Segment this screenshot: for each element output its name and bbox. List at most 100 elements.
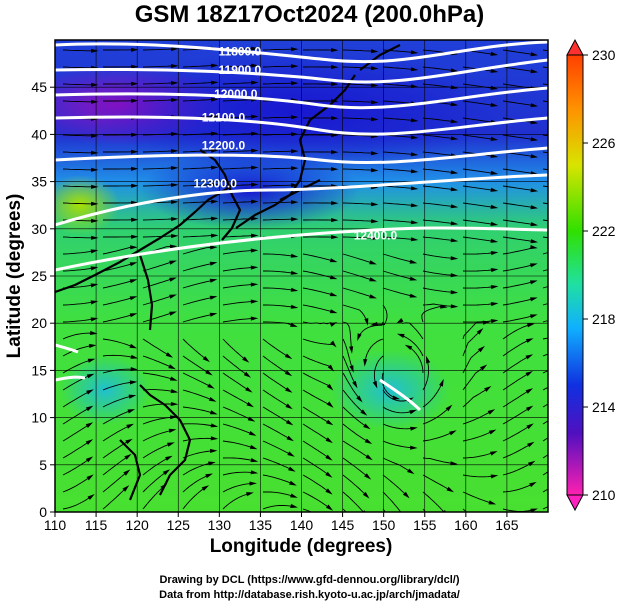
- streamline-arrow: [450, 136, 459, 141]
- streamline-arrow: [91, 150, 99, 155]
- streamline-arrow: [210, 182, 219, 187]
- streamline: [502, 202, 535, 209]
- streamline-arrow: [527, 441, 535, 448]
- streamline-arrow: [170, 401, 179, 406]
- streamline: [462, 286, 495, 289]
- streamline-arrow: [349, 365, 354, 373]
- streamline-arrow: [396, 318, 404, 324]
- streamline: [382, 270, 414, 280]
- streamline-arrow: [490, 187, 499, 192]
- streamline-arrow: [285, 387, 293, 393]
- streamline-arrow: [210, 80, 219, 85]
- streamline-arrow: [370, 151, 379, 156]
- streamline: [182, 450, 214, 459]
- streamline: [342, 100, 375, 103]
- streamline-arrow: [202, 356, 210, 363]
- streamline: [182, 296, 214, 306]
- streamline: [502, 134, 535, 141]
- streamline-arrow: [331, 201, 339, 206]
- x-tick-label: 135: [249, 517, 273, 533]
- colorbar-tick-label: 218: [592, 311, 616, 327]
- streamline-arrow: [284, 370, 293, 377]
- streamline-arrow: [285, 419, 294, 426]
- streamline-arrow: [167, 442, 175, 447]
- streamline-arrow: [352, 380, 358, 389]
- streamline-arrow: [329, 309, 338, 314]
- streamline-arrow: [87, 358, 96, 363]
- streamline: [182, 65, 215, 68]
- streamline-arrow: [246, 401, 254, 408]
- streamline: [422, 287, 455, 293]
- streamline: [382, 474, 408, 496]
- streamline-arrow: [248, 431, 257, 436]
- streamline: [102, 455, 129, 476]
- streamline-arrow: [250, 248, 259, 253]
- streamline-arrow: [360, 409, 368, 416]
- streamline-arrow: [169, 294, 177, 299]
- streamline-arrow: [369, 277, 377, 282]
- streamline-arrow: [209, 312, 218, 317]
- streamline-arrow: [126, 423, 134, 429]
- streamline-arrow: [91, 99, 99, 104]
- colorbar-tick-label: 230: [592, 47, 616, 63]
- streamline: [262, 184, 295, 187]
- streamline-arrow: [369, 260, 377, 265]
- streamline-arrow: [128, 394, 137, 399]
- streamline: [502, 83, 535, 90]
- colorbar-tick-label: 222: [592, 223, 616, 239]
- streamline: [342, 66, 375, 69]
- streamline-arrow: [450, 187, 459, 192]
- streamline: [102, 395, 133, 408]
- x-tick-label: 125: [167, 517, 191, 533]
- streamline-arrow: [410, 220, 419, 225]
- streamline-arrow: [450, 85, 459, 90]
- streamline-arrow: [130, 354, 139, 359]
- streamline-arrow: [290, 503, 298, 508]
- contour-label: 11900.0: [219, 63, 262, 77]
- streamline: [342, 304, 368, 323]
- streamline-arrow: [91, 48, 99, 53]
- streamline: [502, 168, 535, 175]
- streamline: [262, 372, 290, 392]
- streamline: [422, 168, 455, 174]
- streamline-arrow: [490, 285, 499, 290]
- streamline-arrow: [288, 466, 296, 472]
- streamline: [342, 372, 361, 400]
- streamline-arrow: [210, 245, 218, 250]
- streamline: [262, 48, 295, 51]
- streamline-arrow: [370, 49, 379, 54]
- x-tick-label: 150: [372, 517, 396, 533]
- streamline: [102, 409, 132, 425]
- streamline: [182, 486, 206, 510]
- streamline-arrow: [331, 133, 339, 138]
- streamline: [142, 150, 175, 153]
- colorbar-bottom-arrow: [566, 494, 584, 512]
- streamline-arrow: [129, 262, 138, 267]
- streamline-arrow: [450, 304, 459, 309]
- streamline-arrow: [208, 397, 217, 402]
- streamline: [182, 355, 210, 374]
- streamline-arrow: [165, 455, 173, 461]
- streamline-arrow: [530, 120, 539, 125]
- streamline-arrow: [249, 481, 257, 486]
- streamline: [502, 264, 534, 272]
- streamline-arrow: [246, 492, 254, 497]
- streamline: [182, 474, 210, 493]
- streamline-arrow: [201, 485, 210, 491]
- streamline: [222, 150, 255, 153]
- streamline-arrow: [86, 389, 94, 395]
- x-tick-label: 165: [495, 517, 519, 533]
- colorbar: 230 226 222 218 214 210: [566, 38, 616, 512]
- streamline: [422, 202, 455, 208]
- streamline-arrow: [251, 148, 259, 153]
- streamline-arrow: [490, 221, 499, 226]
- streamline: [422, 83, 455, 89]
- streamline-arrow: [530, 222, 539, 227]
- streamline: [62, 202, 95, 205]
- streamline: [263, 253, 295, 257]
- streamline: [422, 185, 455, 191]
- streamline: [102, 338, 134, 348]
- streamline: [382, 406, 414, 414]
- streamline: [222, 423, 253, 435]
- streamline-arrow: [370, 168, 379, 173]
